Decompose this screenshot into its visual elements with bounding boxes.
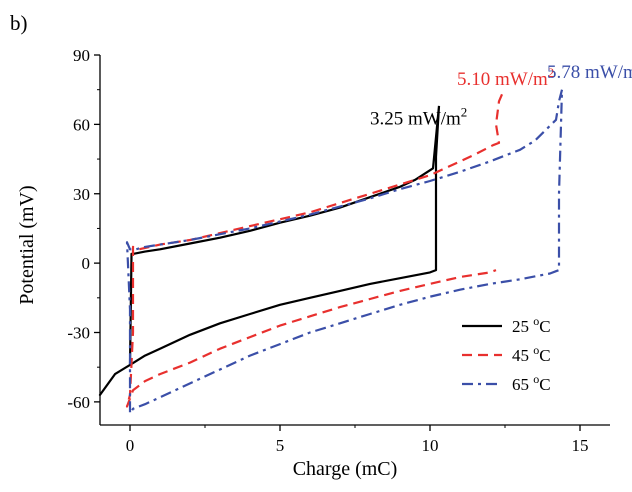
y-tick-label: 60: [73, 115, 90, 134]
y-tick-label: 90: [73, 46, 90, 65]
annotations: 3.25 mW/m2 5.10 mW/m25.78 mW/m2: [370, 58, 632, 129]
y-tick-label: -60: [67, 393, 90, 412]
ticks: -60 -30 0 30 60 90 0 5 10 15: [67, 46, 588, 455]
y-axis-label: Potential (mV): [16, 185, 38, 304]
series-line-1: [98, 105, 441, 396]
power-density-annotation-3: 5.78 mW/m2: [547, 58, 632, 83]
power-density-annotation-2: 5.10 mW/m2: [457, 65, 554, 90]
y-tick-label: 30: [73, 185, 90, 204]
series-line-2: [125, 93, 504, 408]
plot-lines: [98, 89, 564, 415]
x-tick-label: 0: [126, 436, 135, 455]
legend: 25 oC 45 oC 65 oC: [462, 314, 551, 394]
x-tick-label: 10: [422, 436, 439, 455]
y-tick-label: -30: [67, 324, 90, 343]
plot-frame: [99, 55, 610, 426]
x-tick-label: 5: [276, 436, 285, 455]
x-tick-label: 15: [572, 436, 589, 455]
x-axis-label: Charge (mC): [293, 458, 398, 480]
panel-label: b): [10, 11, 28, 35]
legend-label-1: 25 oC: [512, 314, 551, 336]
series-line-3: [125, 89, 564, 415]
power-density-annotation-1: 3.25 mW/m2: [370, 104, 467, 129]
legend-label-3: 65 oC: [512, 372, 551, 394]
legend-label-2: 45 oC: [512, 343, 551, 365]
y-tick-label: 0: [82, 254, 91, 273]
